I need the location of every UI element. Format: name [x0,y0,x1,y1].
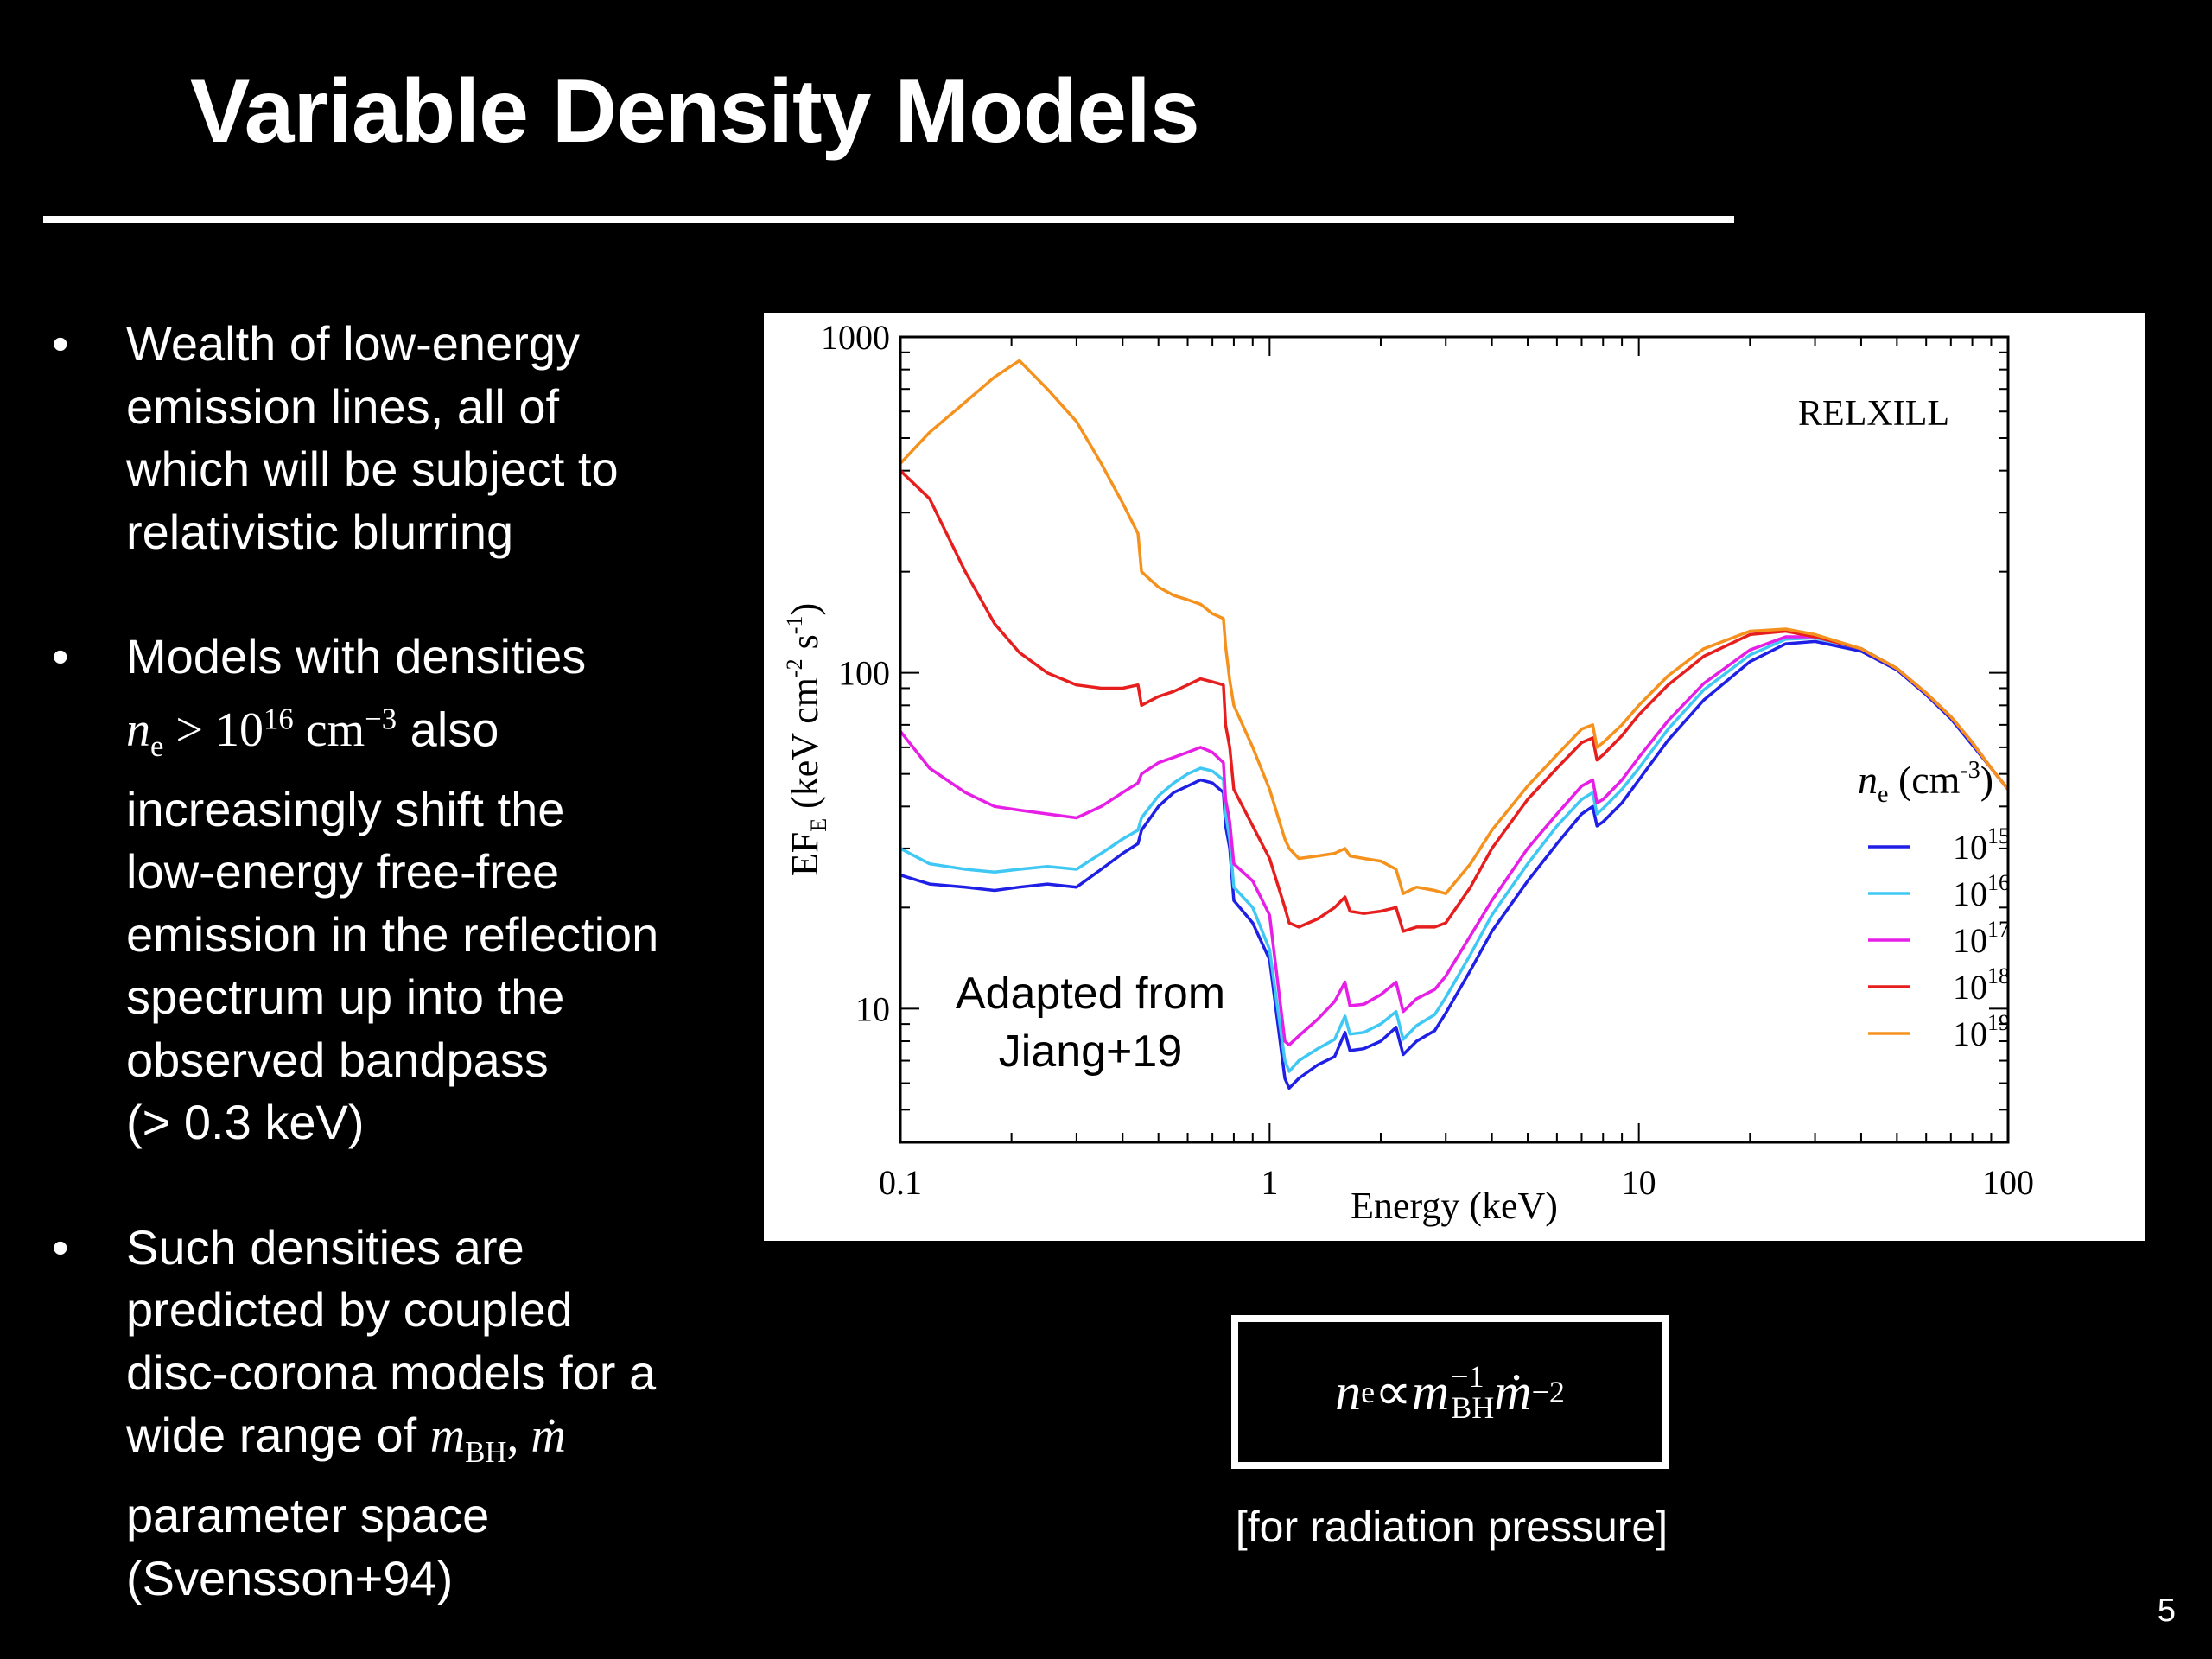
spectrum-chart-panel: 0.1 1 10 100 10 100 1000 Energy (keV) EFE (keV… [764,313,2145,1241]
bullet-text-line: Models with densities [126,629,587,683]
bullet-item: • Wealth of low-energy emission lines, a… [52,313,743,563]
bullet-text-line: Such densities are [126,1219,524,1274]
model-annotation: RELXILL [1798,394,1949,434]
x-axis-label: Energy (keV) [1351,1185,1558,1227]
bullet-text-line: predicted by coupled [126,1282,573,1338]
y-tick-label: 1000 [821,318,890,357]
bullet-text-line: emission in the reflection [126,906,659,962]
bullet-text-line: low-energy free-free [126,844,560,899]
formula-note: [for radiation pressure] [1235,1503,1669,1551]
legend-title: ne (cm-3) [1858,757,1993,808]
bullet-text-line: (> 0.3 keV) [126,1095,365,1150]
bullet-dot: • [52,1219,69,1274]
y-tick-label: 10 [855,989,890,1028]
x-tick-label: 100 [1982,1163,2034,1202]
tick-labels: 0.1 1 10 100 10 100 1000 [821,318,2034,1202]
source-annotation-line1: Adapted from [956,969,1225,1019]
bullet-dot: • [52,629,69,683]
bullet-dot: • [52,316,69,371]
bullet-math-line: ne > 1016 cm−3 also [126,702,499,764]
x-tick-label: 1 [1261,1163,1278,1202]
x-tick-label: 10 [1622,1163,1656,1202]
bullet-list: • Wealth of low-energy emission lines, a… [52,313,743,1610]
slide-title: Variable Density Models [190,61,1200,162]
series-layer [899,359,2010,1090]
reflection-spectrum-chart: 0.1 1 10 100 10 100 1000 Energy (keV) EFE (keV… [782,318,2034,1227]
bullet-text-line: Wealth of low-energy [126,316,580,371]
bullet-text-line: emission lines, all of [126,378,560,434]
y-tick-label: 100 [838,654,890,693]
bullet-item: • Models with densities ne > 1016 cm−3 a… [52,626,743,1154]
title-divider [43,216,1734,223]
series-line [899,469,2010,933]
bullet-text-line: parameter space [126,1488,490,1543]
legend-label: 1019 [1953,1010,2010,1053]
legend-label: 1016 [1953,870,2010,913]
x-tick-label: 0.1 [879,1163,922,1202]
legend-label: 1015 [1953,823,2010,867]
bullet-math-line: wide range of mBH, ṁ [126,1408,566,1470]
bullet-text-line: spectrum up into the [126,969,565,1025]
series-line [899,639,2010,1090]
slide-number: 5 [2157,1592,2176,1629]
mass-accretion-symbols: mBH, ṁ [429,1409,566,1470]
legend-label: 1017 [1953,917,2010,960]
source-annotation-line2: Jiang+19 [999,1027,1183,1077]
bullet-item: • Such densities are predicted by couple… [52,1217,743,1610]
series-line [899,359,2010,895]
density-inequality: ne > 1016 cm−3 [126,702,397,764]
bullet-text-line: (Svensson+94) [126,1550,454,1605]
plot-frame [899,335,2010,1144]
series-line [899,635,2010,1047]
legend-label: 1018 [1953,963,2010,1007]
bullet-text-line: which will be subject to [126,442,619,496]
bullet-text-line: observed bandpass [126,1032,549,1087]
bullet-text-line: relativistic blurring [126,504,514,559]
series-line [899,636,2010,1073]
bullet-text-line: disc-corona models for a [126,1344,657,1400]
bullet-text-line: increasingly shift the [126,781,565,836]
y-axis-label: EFE (keV cm-2 s-1) [782,603,831,876]
axis-ticks [899,337,2008,1143]
